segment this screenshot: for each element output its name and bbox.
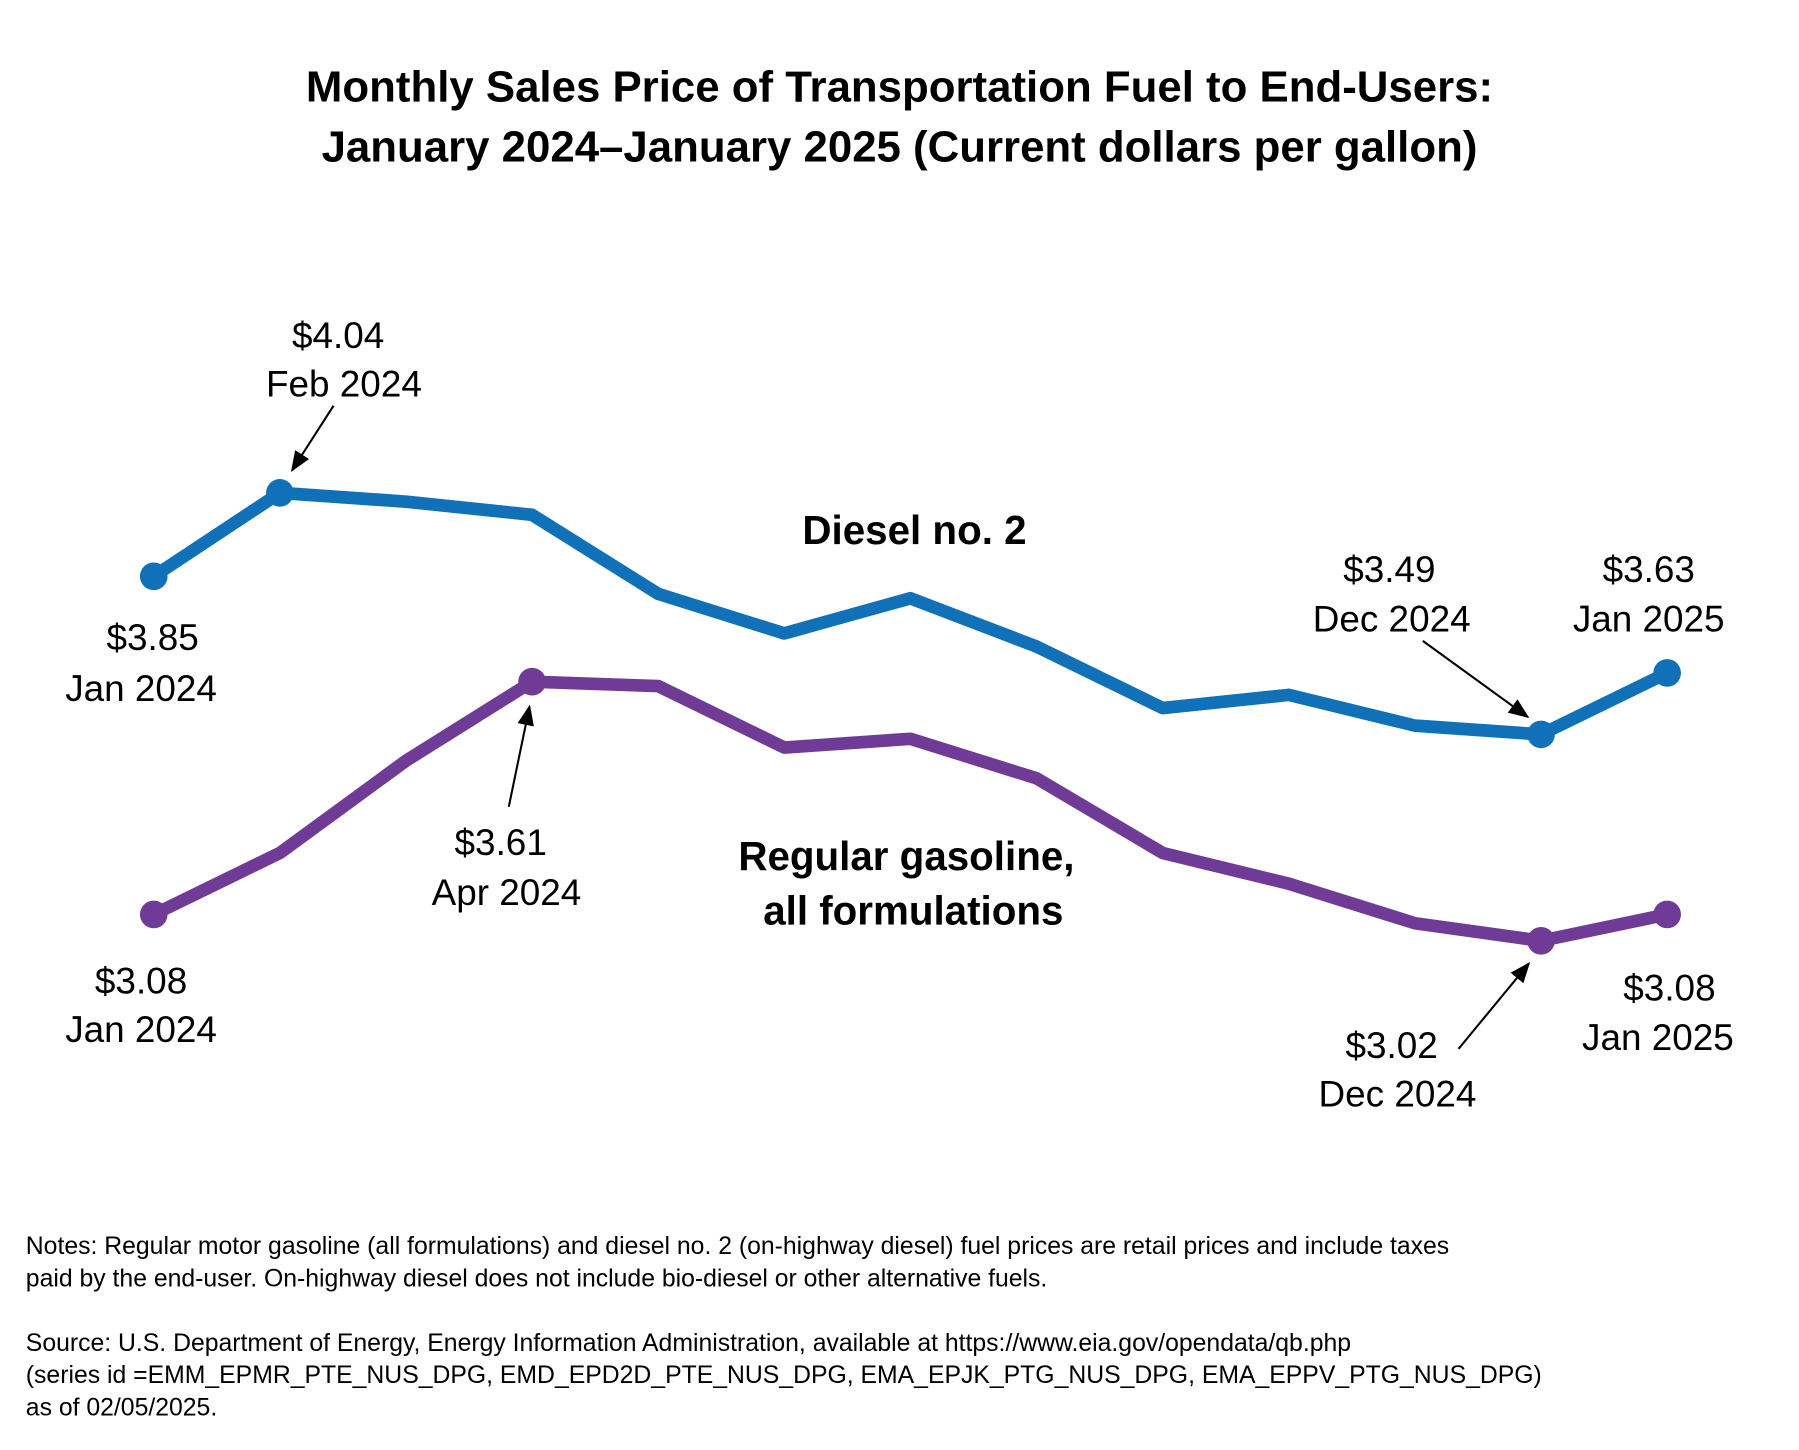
notes-line-2: paid by the end-user. On-highway diesel … bbox=[26, 1265, 1048, 1292]
data-point-diesel-11 bbox=[1527, 720, 1555, 749]
arrow-gas-apr24 bbox=[507, 704, 534, 808]
data-point-gasoline-0 bbox=[139, 900, 168, 929]
data-point-diesel-1 bbox=[266, 479, 294, 507]
plot-area bbox=[139, 479, 1681, 955]
data-label-gas-jan25-date: Jan 2025 bbox=[1582, 1017, 1734, 1058]
source-line-1: Source: U.S. Department of Energy, Energ… bbox=[26, 1330, 1351, 1357]
series-label-diesel: Diesel no. 2 bbox=[802, 507, 1026, 553]
data-label-gas-apr24-date: Apr 2024 bbox=[432, 872, 582, 913]
data-label-diesel-feb24-value: $4.04 bbox=[292, 315, 384, 356]
series-line-diesel bbox=[150, 486, 1670, 741]
series-label-gasoline-line-2: all formulations bbox=[763, 887, 1063, 933]
chart-title-line-1: Monthly Sales Price of Transportation Fu… bbox=[306, 62, 1493, 111]
notes-line-1: Notes: Regular motor gasoline (all formu… bbox=[26, 1233, 1449, 1260]
arrow-diesel-dec24 bbox=[1422, 640, 1530, 719]
data-label-gas-dec24-value: $3.02 bbox=[1346, 1025, 1438, 1066]
data-label-gas-jan24-value: $3.08 bbox=[95, 961, 187, 1002]
data-point-gasoline-12 bbox=[1653, 900, 1681, 929]
data-label-diesel-jan24-date: Jan 2024 bbox=[65, 668, 217, 709]
data-point-gasoline-3 bbox=[518, 667, 546, 696]
data-label-diesel-jan25-value: $3.63 bbox=[1603, 549, 1695, 590]
data-point-diesel-12 bbox=[1653, 659, 1681, 687]
data-label-gas-jan24-date: Jan 2024 bbox=[65, 1009, 217, 1050]
series-label-gasoline-line-1: Regular gasoline, bbox=[738, 833, 1074, 879]
data-label-diesel-dec24-value: $3.49 bbox=[1343, 549, 1435, 590]
data-label-gas-dec24-date: Dec 2024 bbox=[1319, 1074, 1477, 1115]
data-label-diesel-jan25-date: Jan 2025 bbox=[1573, 599, 1725, 640]
source-line-3: as of 02/05/2025. bbox=[26, 1394, 217, 1421]
arrow-diesel-feb24 bbox=[290, 405, 335, 473]
data-label-diesel-feb24-date: Feb 2024 bbox=[266, 364, 422, 405]
arrow-gas-dec24 bbox=[1457, 961, 1531, 1050]
chart-title-line-2: January 2024–January 2025 (Current dolla… bbox=[322, 122, 1478, 171]
data-label-diesel-dec24-date: Dec 2024 bbox=[1313, 599, 1471, 640]
data-label-gas-jan25-value: $3.08 bbox=[1623, 967, 1715, 1008]
source-line-2: (series id =EMM_EPMR_PTE_NUS_DPG, EMD_EP… bbox=[26, 1362, 1542, 1389]
data-label-diesel-jan24-value: $3.85 bbox=[106, 617, 198, 658]
data-label-gas-apr24-value: $3.61 bbox=[455, 822, 547, 863]
series-line-gasoline bbox=[150, 675, 1669, 948]
data-point-diesel-0 bbox=[139, 562, 168, 591]
data-point-gasoline-11 bbox=[1527, 926, 1555, 955]
